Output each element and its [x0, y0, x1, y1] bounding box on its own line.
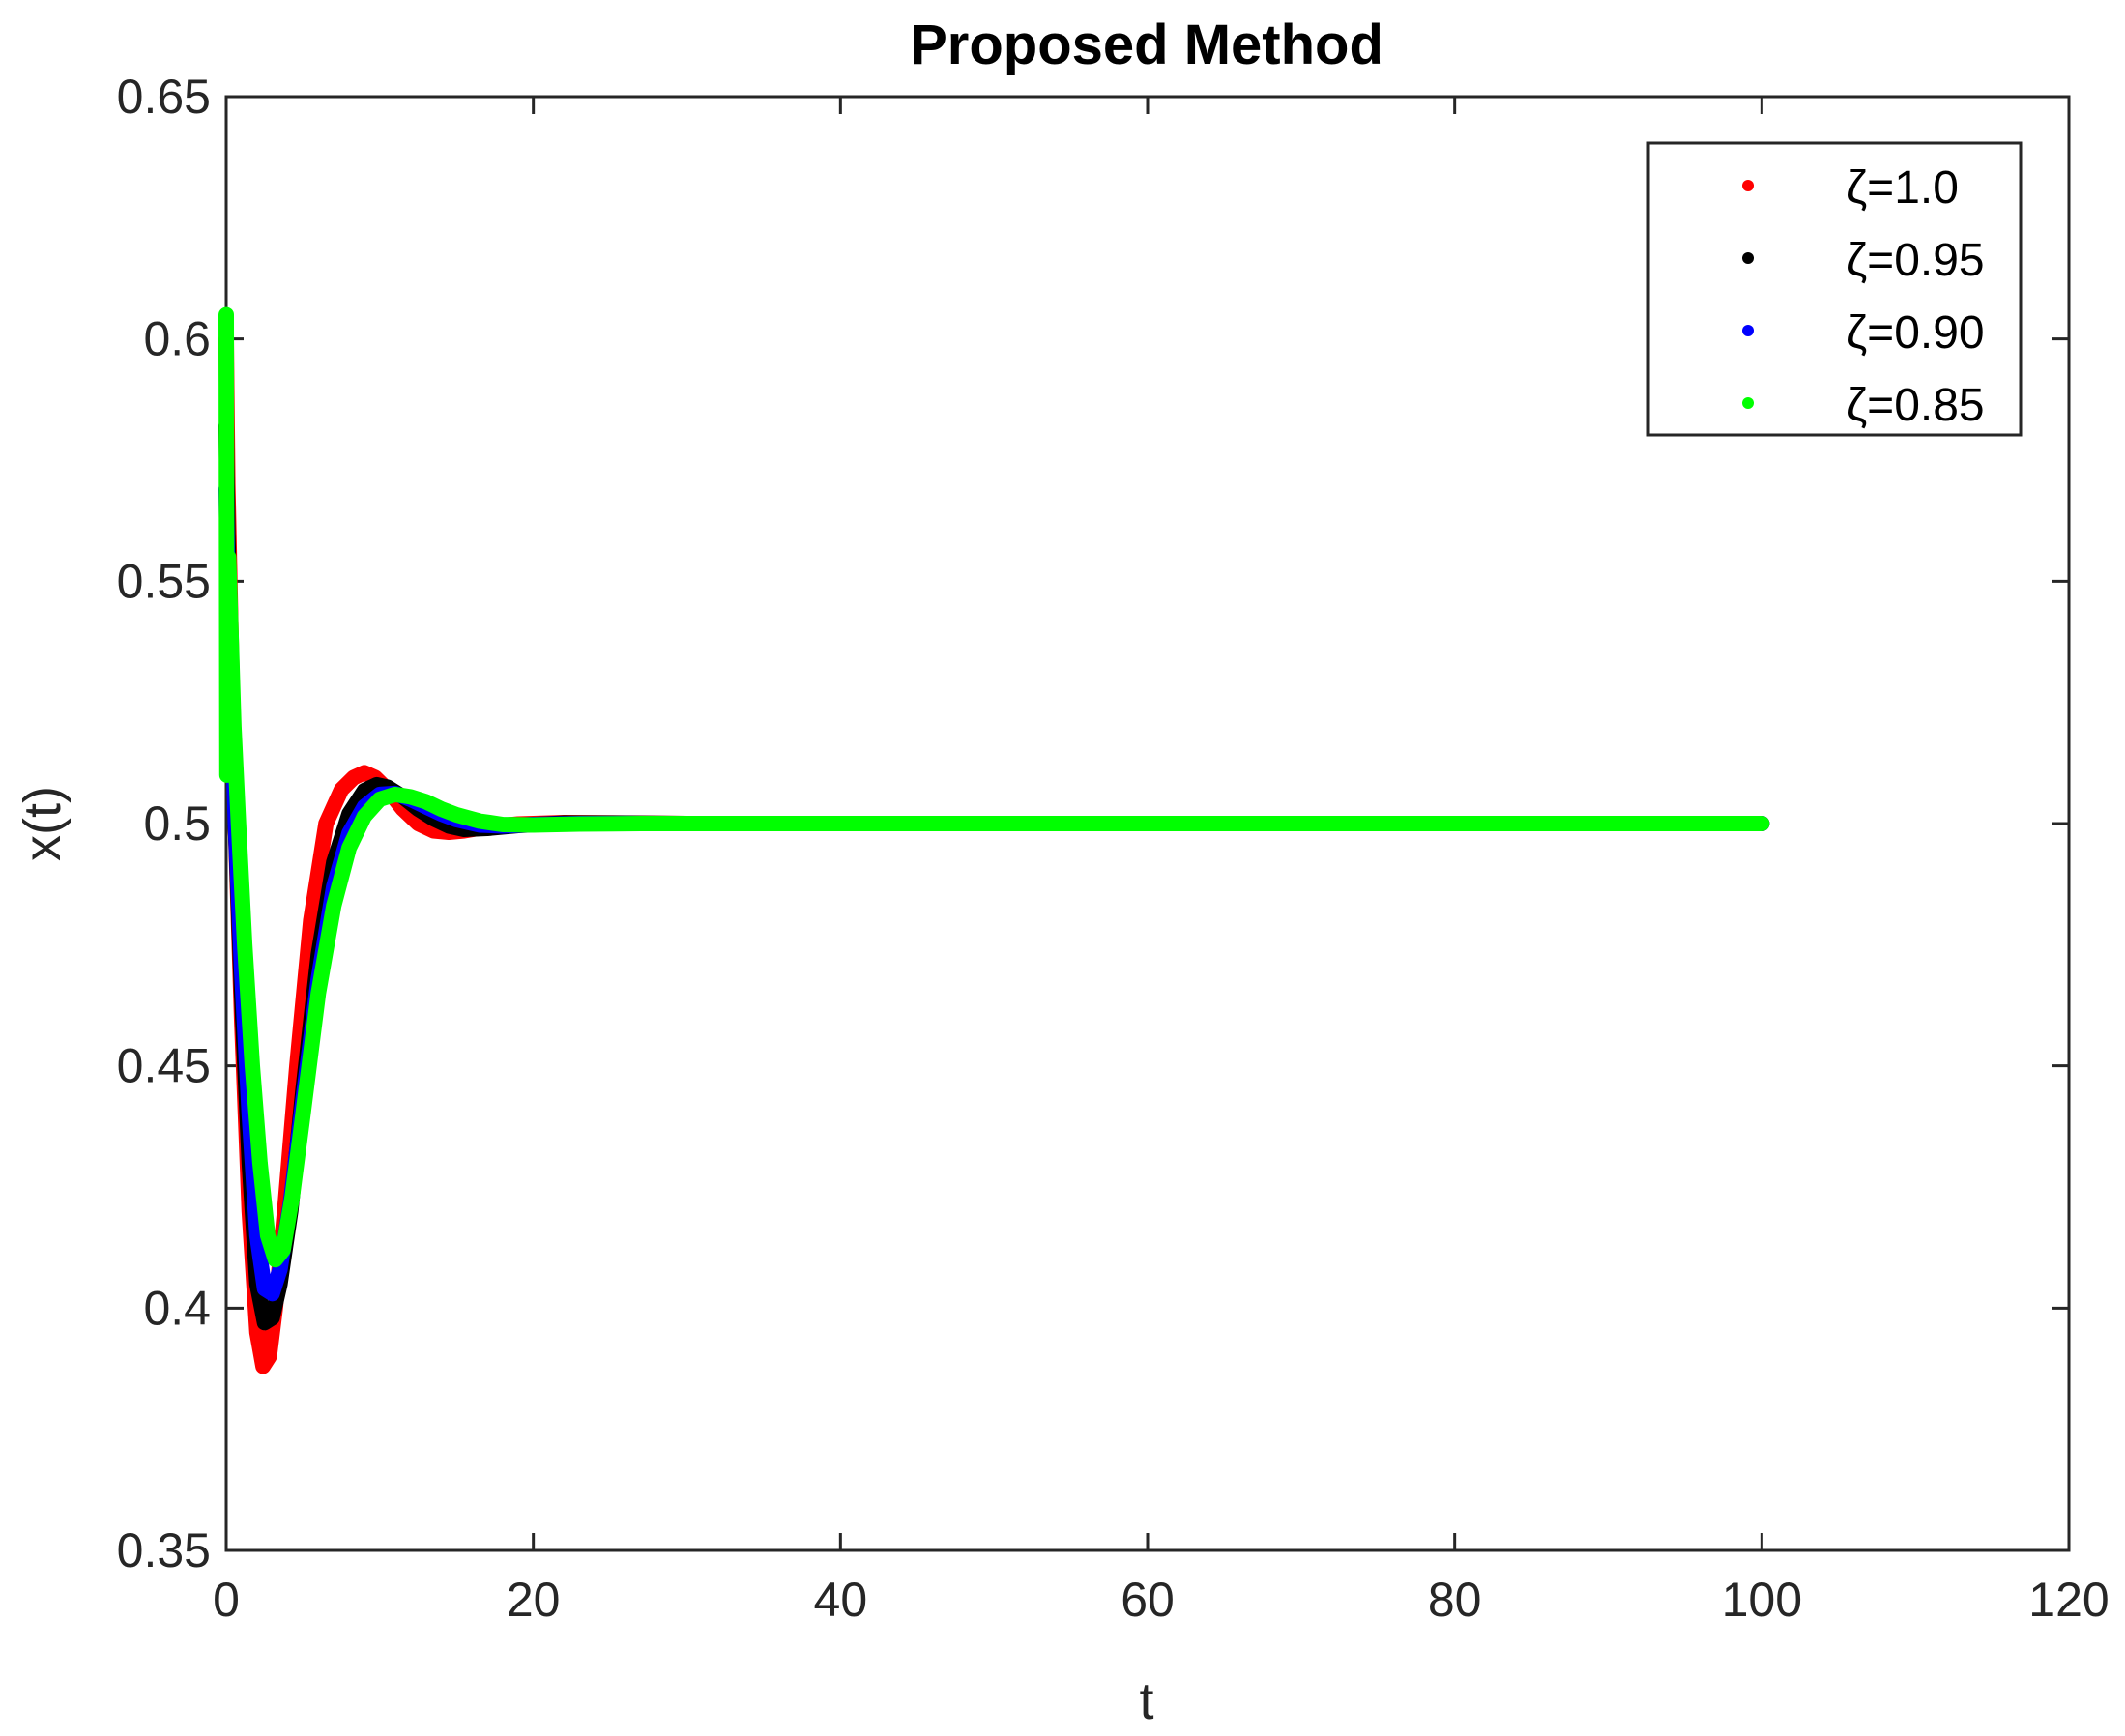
legend-box	[1646, 141, 2023, 437]
x-tick-label: 20	[507, 1573, 561, 1627]
data-point	[1449, 819, 1460, 828]
data-point	[359, 785, 369, 796]
x-axis-label: t	[1139, 1672, 1153, 1730]
y-tick-label: 0.45	[117, 1039, 211, 1093]
series-layer	[218, 306, 1770, 1374]
data-point	[1757, 819, 1767, 828]
data-point	[287, 1192, 298, 1201]
data-point	[277, 1245, 288, 1256]
data-point	[421, 796, 431, 807]
data-point	[336, 784, 347, 795]
x-tick-label: 40	[814, 1573, 868, 1627]
series-4	[218, 306, 1770, 1268]
data-point	[233, 819, 244, 828]
data-point	[497, 820, 508, 829]
data-point	[635, 819, 646, 828]
data-point	[321, 819, 332, 828]
data-point	[359, 811, 369, 822]
data-point	[682, 819, 692, 828]
legend-marker	[1742, 397, 1754, 409]
legend-label: ζ=0.85	[1847, 380, 1985, 431]
data-point	[223, 552, 234, 563]
chart-title: Proposed Method	[910, 14, 1383, 76]
y-tick-label: 0.5	[143, 796, 211, 851]
axis-ticks	[224, 95, 2071, 1552]
y-tick-label: 0.35	[117, 1523, 211, 1577]
data-point	[436, 804, 447, 814]
data-point	[240, 940, 250, 950]
data-point	[228, 721, 239, 732]
data-point	[267, 1288, 277, 1299]
x-tick-label: 60	[1121, 1573, 1175, 1627]
data-point	[267, 1313, 277, 1323]
data-point	[258, 1361, 269, 1372]
data-point	[221, 769, 232, 780]
x-tick-label: 120	[2028, 1573, 2109, 1627]
data-point	[221, 309, 231, 320]
series-trace	[218, 306, 1770, 1268]
data-point	[247, 1060, 257, 1071]
legend: ζ=1.0 ζ=0.95 ζ=0.90 ζ=0.85	[1646, 141, 2023, 437]
data-point	[259, 1284, 270, 1294]
data-point	[475, 816, 485, 826]
data-point	[254, 1157, 265, 1168]
legend-marker	[1742, 252, 1754, 264]
tick-labels: 0 20 40 60 80 100 120 0.35 0.4 0.45 0.5 0.55 0.6 0.65	[117, 70, 2110, 1627]
data-point	[298, 1109, 308, 1119]
data-point	[405, 792, 416, 802]
legend-label: ζ=0.95	[1847, 235, 1985, 286]
data-point	[390, 789, 400, 799]
data-point	[251, 1230, 262, 1241]
data-point	[306, 915, 316, 926]
data-point	[1143, 819, 1152, 828]
legend-marker	[1742, 180, 1754, 191]
legend-label: ζ=0.90	[1847, 307, 1985, 359]
data-point	[270, 1255, 280, 1265]
data-point	[374, 794, 385, 804]
y-tick-label: 0.65	[117, 70, 211, 124]
data-point	[528, 820, 539, 830]
x-tick-label: 0	[213, 1573, 240, 1627]
data-point	[574, 819, 585, 829]
legend-marker	[1742, 325, 1754, 336]
data-point	[264, 1351, 275, 1362]
data-point	[225, 624, 236, 635]
data-point	[348, 772, 359, 783]
data-point	[262, 1230, 273, 1241]
data-point	[451, 810, 462, 820]
data-point	[344, 843, 355, 854]
data-point	[313, 988, 324, 998]
data-point	[259, 1317, 270, 1328]
y-axis-label: x(t)	[14, 786, 72, 861]
data-point	[329, 901, 339, 911]
x-tick-label: 80	[1428, 1573, 1482, 1627]
legend-label: ζ=1.0	[1847, 162, 1959, 214]
data-point	[359, 767, 369, 778]
y-tick-label: 0.6	[143, 312, 211, 366]
data-point	[251, 1327, 262, 1338]
y-tick-label: 0.4	[143, 1281, 211, 1335]
data-point	[835, 819, 846, 828]
y-tick-label: 0.55	[117, 554, 211, 608]
data-point	[413, 819, 423, 828]
x-tick-label: 100	[1722, 1573, 1802, 1627]
